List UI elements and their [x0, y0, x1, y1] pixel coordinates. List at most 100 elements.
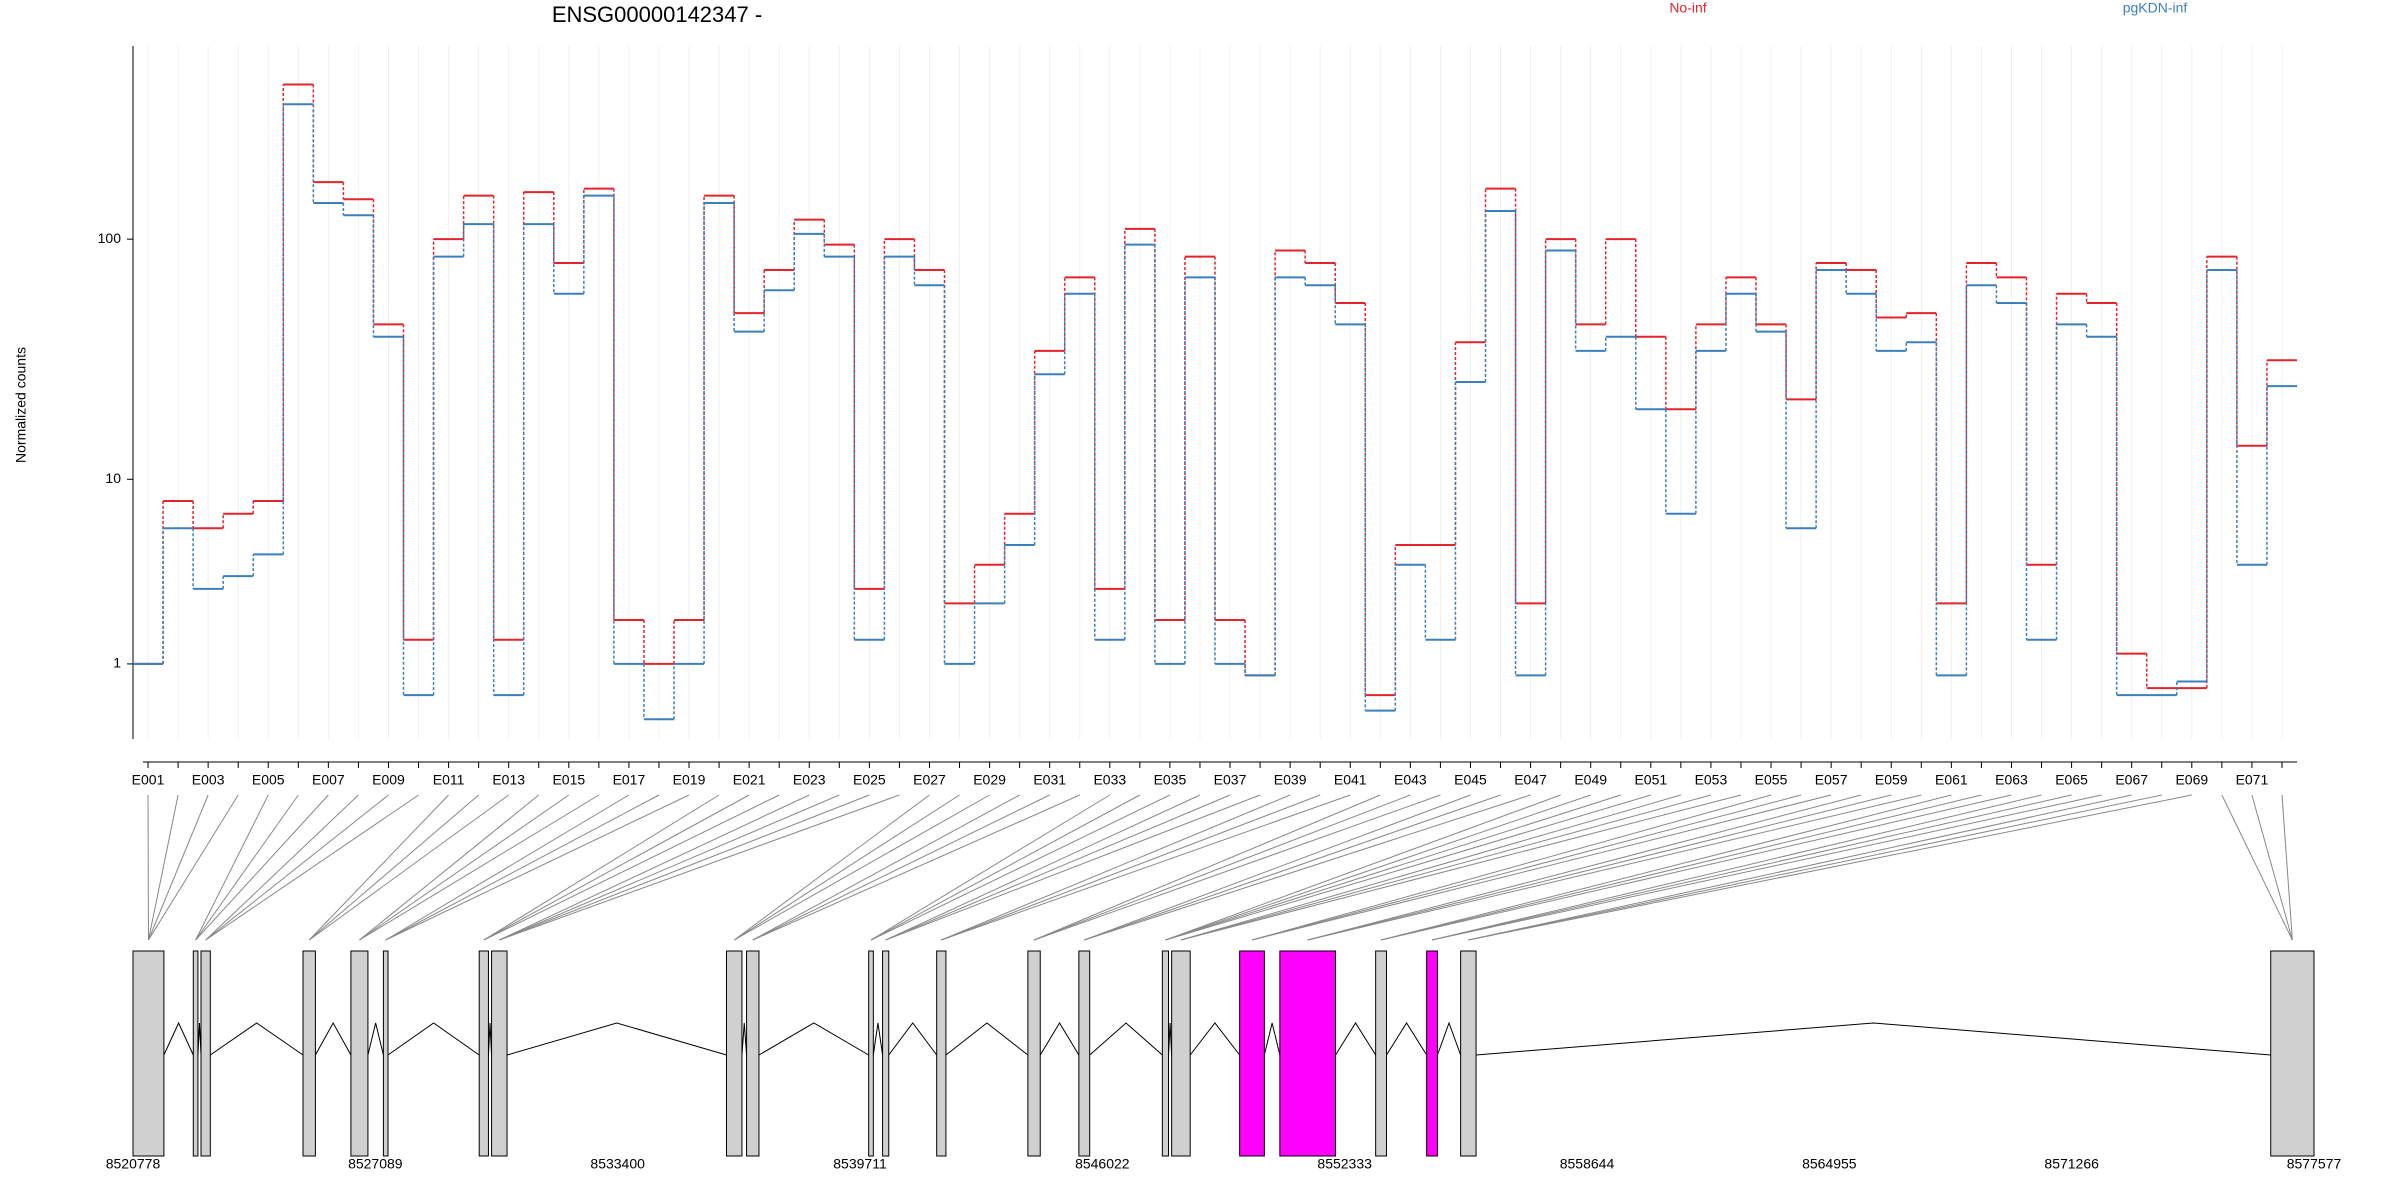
exon: [1460, 950, 1477, 1157]
exon-link: [1251, 794, 1802, 941]
exon-link: [385, 794, 660, 941]
exon-link: [870, 794, 1111, 941]
intron: [1335, 1022, 1377, 1056]
intron: [367, 1022, 384, 1056]
coordinate-label: 8533400: [590, 1156, 645, 1172]
exon-link: [1380, 794, 1982, 941]
intron: [888, 1022, 938, 1056]
exon-link: [1084, 794, 1471, 941]
x-tick-label: E013: [492, 772, 525, 788]
exon-link: [2221, 794, 2293, 941]
exon-link: [148, 794, 239, 941]
x-tick-label: E039: [1274, 772, 1307, 788]
x-tick-label: E001: [132, 772, 165, 788]
exon-link: [483, 794, 780, 941]
exon: [1161, 950, 1170, 1157]
x-tick-label: E003: [192, 772, 225, 788]
exon-link: [2281, 794, 2293, 941]
intron: [1263, 1022, 1281, 1056]
exon: [132, 950, 165, 1157]
exon-link: [1307, 794, 1862, 941]
x-tick-label: E041: [1334, 772, 1367, 788]
exon-link: [733, 794, 930, 941]
exon-link: [752, 794, 1050, 941]
exon-link: [1180, 794, 1712, 941]
x-tick-label: E065: [2055, 772, 2088, 788]
exon: [1239, 950, 1265, 1157]
intron: [1089, 1022, 1163, 1056]
exon: [192, 950, 199, 1157]
x-tick-label: E007: [312, 772, 345, 788]
x-tick-label: E023: [793, 772, 826, 788]
exon-link: [885, 794, 1261, 941]
exon-link: [941, 794, 1291, 941]
intron: [314, 1021, 352, 1056]
exon-link: [2251, 794, 2293, 941]
exon-link: [1033, 794, 1441, 941]
exon: [2270, 950, 2315, 1157]
x-tick-label: E037: [1214, 772, 1247, 788]
exon-link: [1165, 794, 1591, 941]
exon-link: [1431, 794, 2042, 941]
exon-link: [1165, 794, 1651, 941]
exon-link: [195, 794, 299, 941]
exon-link: [205, 794, 419, 941]
exon-link: [359, 794, 540, 941]
x-tick-label: E053: [1695, 772, 1728, 788]
exon-link: [1180, 794, 1682, 941]
intron: [1168, 1022, 1173, 1056]
x-tick-label: E033: [1093, 772, 1126, 788]
x-tick-label: E049: [1574, 772, 1607, 788]
coordinate-label: 8552333: [1317, 1156, 1372, 1172]
intron: [210, 1022, 304, 1056]
exon-link: [752, 794, 1080, 941]
exon-link: [205, 794, 389, 941]
x-tick-label: E055: [1755, 772, 1788, 788]
exon: [350, 950, 369, 1157]
exon-link: [499, 794, 810, 941]
exon-link: [1380, 794, 2012, 941]
exon-link: [941, 794, 1321, 941]
exon: [1027, 950, 1041, 1157]
x-tick-label: E025: [853, 772, 886, 788]
exon: [491, 950, 508, 1157]
exon: [882, 950, 890, 1157]
x-tick-label: E027: [913, 772, 946, 788]
exon-link: [1307, 794, 1922, 941]
intron: [1386, 1022, 1428, 1056]
exon-link: [483, 794, 720, 941]
exon-link: [308, 794, 449, 941]
intron: [197, 1022, 202, 1056]
exon-link: [499, 794, 900, 941]
exon: [302, 950, 316, 1157]
exon-link: [195, 794, 269, 941]
exon-link: [499, 794, 870, 941]
exon-link: [1380, 794, 1952, 941]
x-tick-label: E059: [1875, 772, 1908, 788]
coordinate-label: 8571266: [2044, 1156, 2099, 1172]
exon-link: [1033, 794, 1381, 941]
exon: [1426, 950, 1438, 1157]
y-tick-label: 10: [105, 470, 121, 486]
coordinate-label: 8527089: [348, 1156, 403, 1172]
exon: [936, 950, 947, 1157]
intron: [1436, 1021, 1462, 1056]
exon-link: [147, 794, 209, 941]
exon: [382, 950, 389, 1157]
exon: [478, 950, 489, 1157]
exon-link: [733, 794, 990, 941]
legend-entry: pgKDN-inf: [2123, 0, 2188, 16]
x-tick-label: E067: [2115, 772, 2148, 788]
x-tick-label: E051: [1634, 772, 1667, 788]
coordinate-label: 8577577: [2287, 1156, 2342, 1172]
coordinate-label: 8539711: [833, 1156, 887, 1172]
exon-link: [147, 794, 179, 941]
exon-link: [870, 794, 1171, 941]
exon-link: [205, 794, 359, 941]
exon-link: [195, 794, 329, 941]
exon-link: [1307, 794, 1892, 941]
intron: [1476, 1022, 2271, 1056]
x-tick-label: E011: [433, 772, 465, 788]
exon-link: [385, 794, 630, 941]
x-tick-label: E029: [973, 772, 1006, 788]
